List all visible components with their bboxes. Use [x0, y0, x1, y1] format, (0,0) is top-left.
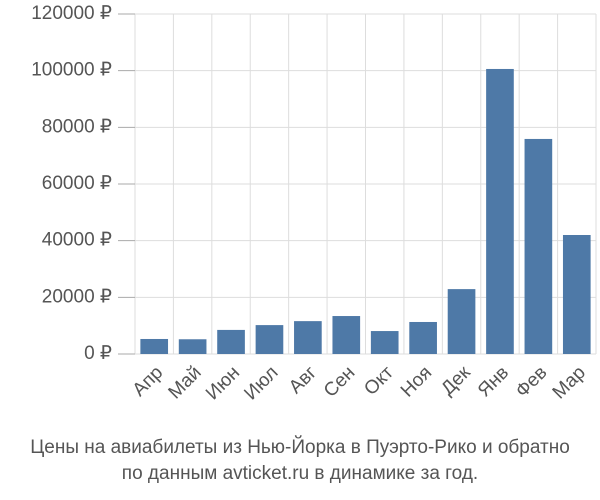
- x-tick-label: Дек: [437, 362, 475, 400]
- x-tick-label: Апр: [129, 362, 168, 401]
- x-tick-label: Ноя: [397, 362, 436, 401]
- bar: [370, 331, 399, 354]
- x-tick-label: Май: [165, 362, 206, 403]
- x-tick-label: Авг: [285, 362, 321, 398]
- bar: [447, 289, 476, 354]
- y-tick-label: 80000 ₽: [42, 116, 112, 137]
- x-tick-label: Фев: [512, 362, 552, 402]
- bar: [255, 325, 284, 354]
- bar: [217, 329, 245, 354]
- x-tick-label: Июл: [240, 362, 282, 404]
- bar: [178, 339, 207, 354]
- bar: [524, 138, 553, 354]
- bar: [486, 68, 514, 354]
- chart-subtitle: по данным avticket.ru в динамике за год.: [122, 463, 478, 484]
- x-tick-label: Июн: [202, 362, 244, 404]
- bar: [332, 316, 361, 354]
- y-tick-label: 20000 ₽: [42, 286, 112, 307]
- y-tick-label: 120000 ₽: [31, 3, 112, 24]
- bar: [294, 321, 322, 354]
- chart-title: Цены на авиабилеты из Нью-Йорка в Пуэрто…: [30, 436, 570, 458]
- y-tick-label: 60000 ₽: [42, 173, 112, 194]
- y-tick-label: 40000 ₽: [42, 230, 112, 251]
- x-tick-label: Окт: [360, 362, 398, 400]
- y-tick-label: 100000 ₽: [31, 60, 112, 81]
- bar: [409, 321, 437, 354]
- x-tick-label: Мар: [549, 362, 590, 403]
- x-tick-label: Сен: [320, 362, 359, 401]
- bar: [562, 235, 591, 354]
- bar: [140, 338, 169, 354]
- x-tick-label: Янв: [474, 362, 513, 401]
- y-tick-label: 0 ₽: [84, 343, 112, 364]
